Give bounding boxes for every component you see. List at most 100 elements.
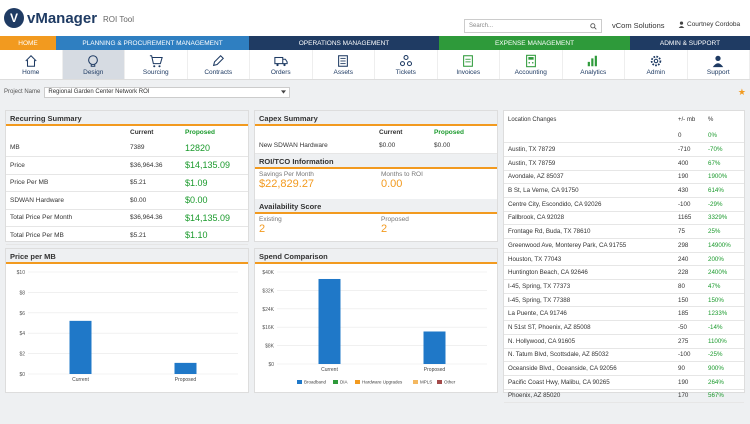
table-row: Greenwood Ave, Monterey Park, CA 91755 29… xyxy=(504,238,744,253)
row-current: $0.00 xyxy=(375,139,430,154)
location-change: 190 xyxy=(674,375,704,390)
table-row: Pacific Coast Hwy, Malibu, CA 90265 190 26… xyxy=(504,375,744,390)
project-select[interactable]: Regional Garden Center Network ROI xyxy=(44,86,291,98)
legend-label[interactable]: MPLS xyxy=(420,380,432,385)
location-name: Austin, TX 78729 xyxy=(504,142,674,157)
row-current: $5.21 xyxy=(126,226,181,245)
bar-current[interactable] xyxy=(69,320,92,374)
table-row: 0 0% xyxy=(504,129,744,144)
availability-title: Availability Score xyxy=(255,198,497,214)
project-row: Project Name Regional Garden Center Netw… xyxy=(0,84,750,100)
search-input[interactable]: Search... xyxy=(464,19,602,33)
nav-planning[interactable]: PLANNING & PROCUREMENT MANAGEMENT xyxy=(56,36,249,50)
location-change: 240 xyxy=(674,252,704,267)
toolbar-accounting[interactable]: Accounting xyxy=(500,50,563,79)
location-name: Pacific Coast Hwy, Malibu, CA 90265 xyxy=(504,375,674,390)
location-change: 228 xyxy=(674,265,704,281)
recurring-summary-panel: Recurring Summary Current Proposed MB 73… xyxy=(5,110,249,245)
table-row: La Puente, CA 91746 185 1233% xyxy=(504,306,744,322)
x-tick-label: Proposed xyxy=(175,377,197,383)
location-pct: 47% xyxy=(704,279,744,294)
row-proposed: 12820 xyxy=(181,139,248,157)
toolbar-support-label: Support xyxy=(706,68,730,76)
toolbar-invoices[interactable]: Invoices xyxy=(438,50,500,79)
legend-swatch xyxy=(333,380,338,384)
location-pct: -70% xyxy=(704,142,744,157)
legend-swatch xyxy=(355,380,360,384)
nav-expense[interactable]: EXPENSE MANAGEMENT xyxy=(439,36,630,50)
toolbar-support[interactable]: Support xyxy=(688,50,750,79)
row-label: Total Price Per Month xyxy=(6,209,126,227)
table-row: N. Tatum Blvd, Scottsdale, AZ 85032 -100-… xyxy=(504,348,744,363)
header-proposed: Proposed xyxy=(434,129,464,136)
y-tick-label: $0 xyxy=(268,362,274,368)
location-change: 430 xyxy=(674,183,704,198)
table-header-row: Location Changes +/- mb % xyxy=(504,111,744,129)
header-current: Current xyxy=(130,129,154,136)
toolbar-assets[interactable]: Assets xyxy=(313,50,375,79)
location-pct: 150% xyxy=(704,293,744,308)
months-value: 0.00 xyxy=(381,177,403,190)
main-nav: HOME PLANNING & PROCUREMENT MANAGEMENT O… xyxy=(0,36,750,50)
project-label: Project Name xyxy=(4,89,41,95)
y-tick-label: $0 xyxy=(19,372,25,378)
legend-label[interactable]: Broadband xyxy=(304,380,327,385)
toolbar-analytics[interactable]: Analytics xyxy=(563,50,625,79)
row-proposed: $1.10 xyxy=(181,226,248,245)
nav-admin[interactable]: ADMIN & SUPPORT xyxy=(630,36,750,50)
toolbar-tickets[interactable]: Tickets xyxy=(375,50,438,79)
toolbar-admin[interactable]: Admin xyxy=(625,50,688,79)
location-change: -50 xyxy=(674,320,704,335)
legend-label[interactable]: DIA xyxy=(340,380,348,385)
row-proposed: $0.00 xyxy=(430,139,497,154)
table-header-row: Current Proposed xyxy=(255,126,497,139)
app-logo[interactable]: V vManager ROI Tool xyxy=(4,8,134,28)
header-pct: % xyxy=(708,117,714,123)
table-row: Frontage Rd, Buda, TX 78610 75 25% xyxy=(504,224,744,239)
y-tick-label: $32K xyxy=(262,288,274,294)
location-pct: 900% xyxy=(704,361,744,376)
toolbar-home[interactable]: Home xyxy=(0,50,63,79)
toolbar-contracts[interactable]: Contracts xyxy=(188,50,250,79)
location-pct: 200% xyxy=(704,252,744,267)
y-tick-label: $8K xyxy=(265,344,275,350)
nav-home[interactable]: HOME xyxy=(0,36,56,50)
toolbar-sourcing[interactable]: Sourcing xyxy=(125,50,188,79)
location-pct: 614% xyxy=(704,183,744,198)
spend-comparison-chart: $0 $8K $16K $24K $32K $40K Current Proposed Broa… xyxy=(262,270,487,385)
bar-current[interactable] xyxy=(318,278,341,364)
favorite-star-icon[interactable]: ★ xyxy=(737,86,746,97)
toolbar-design[interactable]: Design xyxy=(62,50,125,79)
savings-value: $22,829.27 xyxy=(259,177,315,190)
table-row: N. Hollywood, CA 91605 275 1100% xyxy=(504,334,744,349)
toolbar-design-label: Design xyxy=(83,68,104,76)
project-value: Regional Garden Center Network ROI xyxy=(48,89,150,95)
location-name: Huntington Beach, CA 92646 xyxy=(504,265,674,281)
bar-proposed[interactable] xyxy=(423,331,446,364)
y-tick-label: $8 xyxy=(19,290,25,296)
assets-icon xyxy=(338,54,349,67)
capex-table: Current Proposed New SDWAN Hardware $0.0… xyxy=(255,126,497,154)
legend-label[interactable]: Other xyxy=(444,380,456,385)
company-name[interactable]: vCom Solutions xyxy=(612,21,665,30)
row-proposed: $14,135.09 xyxy=(181,156,248,175)
location-name: Greenwood Ave, Monterey Park, CA 91755 xyxy=(504,238,674,253)
roi-title: ROI/TCO Information xyxy=(255,153,497,169)
location-change: 170 xyxy=(674,389,704,404)
search-icon[interactable] xyxy=(590,22,597,30)
location-name: N 51st ST, Phoenix, AZ 85008 xyxy=(504,320,674,335)
location-name: Phoenix, AZ 85020 xyxy=(504,389,674,404)
table-row: Price $36,964.36 $14,135.09 xyxy=(6,156,248,175)
legend-label[interactable]: Hardware Upgrades xyxy=(362,380,403,385)
icon-toolbar: Home Design Sourcing Contracts Orders As… xyxy=(0,50,750,80)
bar-proposed[interactable] xyxy=(174,362,197,374)
nav-operations[interactable]: OPERATIONS MANAGEMENT xyxy=(249,36,439,50)
toolbar-orders[interactable]: Orders xyxy=(250,50,313,79)
user-menu[interactable]: Courtney Cordoba xyxy=(678,21,740,28)
capex-panel: Capex Summary Current Proposed New SDWAN… xyxy=(254,110,498,242)
table-header-row: Current Proposed xyxy=(6,126,248,139)
roi-values: Savings Per Month $22,829.27 Months to R… xyxy=(255,169,497,199)
y-tick-label: $10 xyxy=(17,270,26,276)
location-change: 400 xyxy=(674,156,704,171)
design-icon xyxy=(88,54,99,67)
